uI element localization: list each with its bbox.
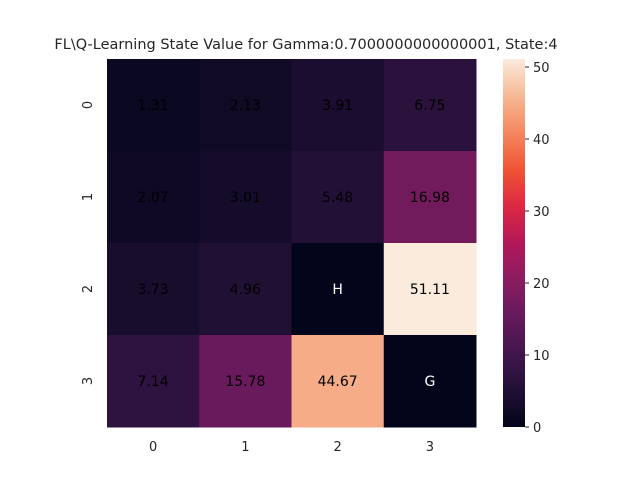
cell-label: 2.07 [138,190,169,206]
x-tick-label: 1 [241,440,249,455]
cell-label: 16.98 [410,190,450,206]
cell-label: 3.73 [138,282,169,298]
y-tick-label: 3 [81,377,96,385]
y-axis: 0 1 2 3 [81,101,96,385]
heatmap-cell [383,335,477,428]
heatmap-cell [199,335,292,428]
heatmap-cell [107,151,200,244]
colorbar-tick-label: 0 [533,421,541,436]
heatmap-cell [291,59,385,152]
heatmap-cell [199,243,292,336]
y-tick-label: 2 [81,285,96,293]
colorbar: 0 10 20 30 40 50 [503,59,550,436]
colorbar-tick-label: 40 [533,133,550,148]
heatmap-cell [291,335,385,428]
y-tick-label: 0 [81,101,96,109]
cell-label: 51.11 [410,282,450,298]
x-tick-label: 0 [149,440,157,455]
heatmap-cell [383,243,477,336]
heatmap-cell [199,59,292,152]
cell-label: 4.96 [230,282,261,298]
cell-label: G [424,374,435,390]
cell-label: 5.48 [322,190,353,206]
colorbar-gradient [503,59,525,427]
heatmap-cells: 1.31 2.13 3.91 6.75 2.07 3.01 5.48 16.98 3.73 4.9… [107,59,477,428]
colorbar-tick-label: 20 [533,277,550,292]
x-axis: 0 1 2 3 [149,440,434,455]
x-tick-label: 2 [333,440,341,455]
heatmap-cell [107,59,200,152]
colorbar-tick-label: 10 [533,349,550,364]
heatmap-cell [383,59,477,152]
cell-label: 2.13 [230,98,261,114]
heatmap-cell [291,151,385,244]
heatmap-cell [383,151,477,244]
y-tick-label: 1 [81,193,96,201]
cell-label: 3.01 [230,190,261,206]
cell-label: 7.14 [138,374,169,390]
cell-label: H [332,282,343,298]
cell-label: 3.91 [322,98,353,114]
colorbar-ticks: 0 10 20 30 40 50 [525,61,550,436]
heatmap-cell [199,151,292,244]
cell-label: 44.67 [318,374,358,390]
heatmap-cell [107,243,200,336]
chart-title: FL\Q-Learning State Value for Gamma:0.70… [54,37,557,53]
heatmap-cell [107,335,200,428]
cell-label: 6.75 [414,98,445,114]
cell-label: 1.31 [138,98,169,114]
cell-label: 15.78 [225,374,265,390]
colorbar-tick-label: 50 [533,61,550,76]
colorbar-tick-label: 30 [533,205,550,220]
x-tick-label: 3 [426,440,434,455]
heatmap-cell [291,243,385,336]
